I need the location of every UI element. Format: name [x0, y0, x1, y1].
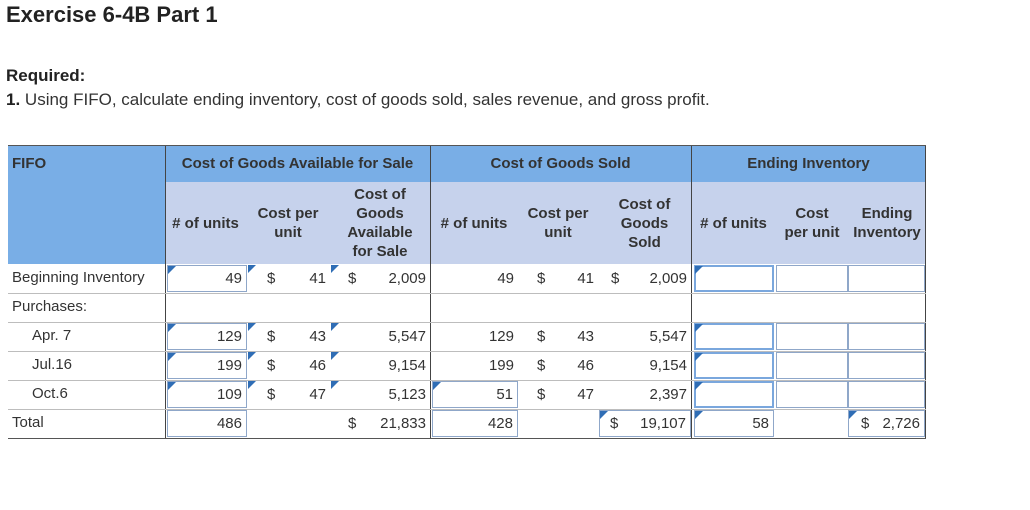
row-label-total: Total	[12, 414, 44, 431]
row-label-oct: Oct.6	[32, 385, 68, 402]
beginning-avail-cost-cell: $41	[248, 265, 330, 292]
apr-end-cost-input[interactable]	[776, 323, 848, 350]
jul-sold-units-cell: 199	[488, 357, 514, 374]
jul-sold-total-cell: 9,154	[649, 357, 687, 374]
total-end-units-input[interactable]: 58	[694, 410, 774, 437]
subheader-end-total: Ending Inventory	[848, 182, 926, 264]
row-label-apr: Apr. 7	[32, 327, 72, 344]
subheader-sold-cost: Cost per unit	[518, 182, 598, 264]
jul-avail-cost-cell: $46	[248, 352, 330, 379]
total-sold-units-input[interactable]: 428	[432, 410, 518, 437]
beginning-avail-units-input[interactable]: 49	[167, 265, 247, 292]
required-description: Using FIFO, calculate ending inventory, …	[24, 90, 710, 109]
oct-avail-total-cell: 5,123	[331, 381, 430, 408]
beginning-end-cost-input[interactable]	[776, 265, 848, 292]
row-label-purchases: Purchases:	[12, 298, 88, 315]
beginning-end-units-input[interactable]	[694, 265, 774, 292]
oct-avail-cost-cell: $47	[248, 381, 330, 408]
subheader-end-cost: Cost per unit	[776, 182, 848, 264]
apr-end-total-input[interactable]	[848, 323, 925, 350]
apr-sold-total-cell: 5,547	[649, 328, 687, 345]
apr-avail-total-cell: 5,547	[331, 323, 430, 350]
page-title: Exercise 6-4B Part 1	[6, 2, 218, 27]
row-label-jul: Jul.16	[32, 356, 73, 373]
total-avail-units-input[interactable]: 486	[167, 410, 247, 437]
beginning-sold-units-cell: 49	[497, 270, 514, 287]
header-ending-inventory: Ending Inventory	[691, 145, 926, 182]
subheader-avail-units: # of units	[165, 182, 246, 264]
subheader-sold-units: # of units	[430, 182, 518, 264]
subheader-avail-cost: Cost per unit	[246, 182, 330, 264]
required-number: 1.	[6, 90, 21, 109]
oct-sold-cost-cell: $47	[537, 386, 594, 403]
required-text: 1. Using FIFO, calculate ending inventor…	[6, 90, 710, 110]
jul-avail-units-input[interactable]: 199	[167, 352, 247, 379]
jul-end-total-input[interactable]	[848, 352, 925, 379]
subheader-sold-total: Cost of Goods Sold	[598, 182, 691, 264]
subheader-end-units: # of units	[691, 182, 776, 264]
fifo-table: FIFO Cost of Goods Available for Sale Co…	[8, 145, 926, 439]
apr-sold-cost-cell: $43	[537, 328, 594, 345]
apr-sold-units-cell: 129	[488, 328, 514, 345]
jul-end-units-input[interactable]	[694, 352, 774, 379]
beginning-end-total-input[interactable]	[848, 265, 925, 292]
apr-end-units-input[interactable]	[694, 323, 774, 350]
apr-avail-cost-cell: $43	[248, 323, 330, 350]
jul-end-cost-input[interactable]	[776, 352, 848, 379]
beginning-sold-cost-cell: $41	[537, 270, 594, 287]
oct-end-total-input[interactable]	[848, 381, 925, 408]
oct-avail-units-input[interactable]: 109	[167, 381, 247, 408]
jul-avail-total-cell: 9,154	[331, 352, 430, 379]
beginning-sold-total-cell: $2,009	[611, 270, 687, 287]
total-avail-total-cell: $21,833	[348, 415, 426, 432]
fifo-corner-label: FIFO	[8, 145, 165, 264]
apr-avail-units-input[interactable]: 129	[167, 323, 247, 350]
jul-sold-cost-cell: $46	[537, 357, 594, 374]
oct-end-cost-input[interactable]	[776, 381, 848, 408]
row-label-beginning: Beginning Inventory	[12, 269, 145, 286]
header-cost-available: Cost of Goods Available for Sale	[165, 145, 430, 182]
oct-end-units-input[interactable]	[694, 381, 774, 408]
oct-sold-total-cell: 2,397	[649, 386, 687, 403]
header-cost-sold: Cost of Goods Sold	[430, 145, 691, 182]
beginning-avail-total-cell: $2,009	[331, 265, 430, 292]
required-label: Required:	[6, 66, 86, 85]
total-end-total-input[interactable]: $2,726	[848, 410, 925, 437]
total-sold-total-input[interactable]: $19,107	[599, 410, 691, 437]
oct-sold-units-input[interactable]: 51	[432, 381, 518, 408]
subheader-avail-total: Cost of Goods Available for Sale	[330, 182, 430, 264]
